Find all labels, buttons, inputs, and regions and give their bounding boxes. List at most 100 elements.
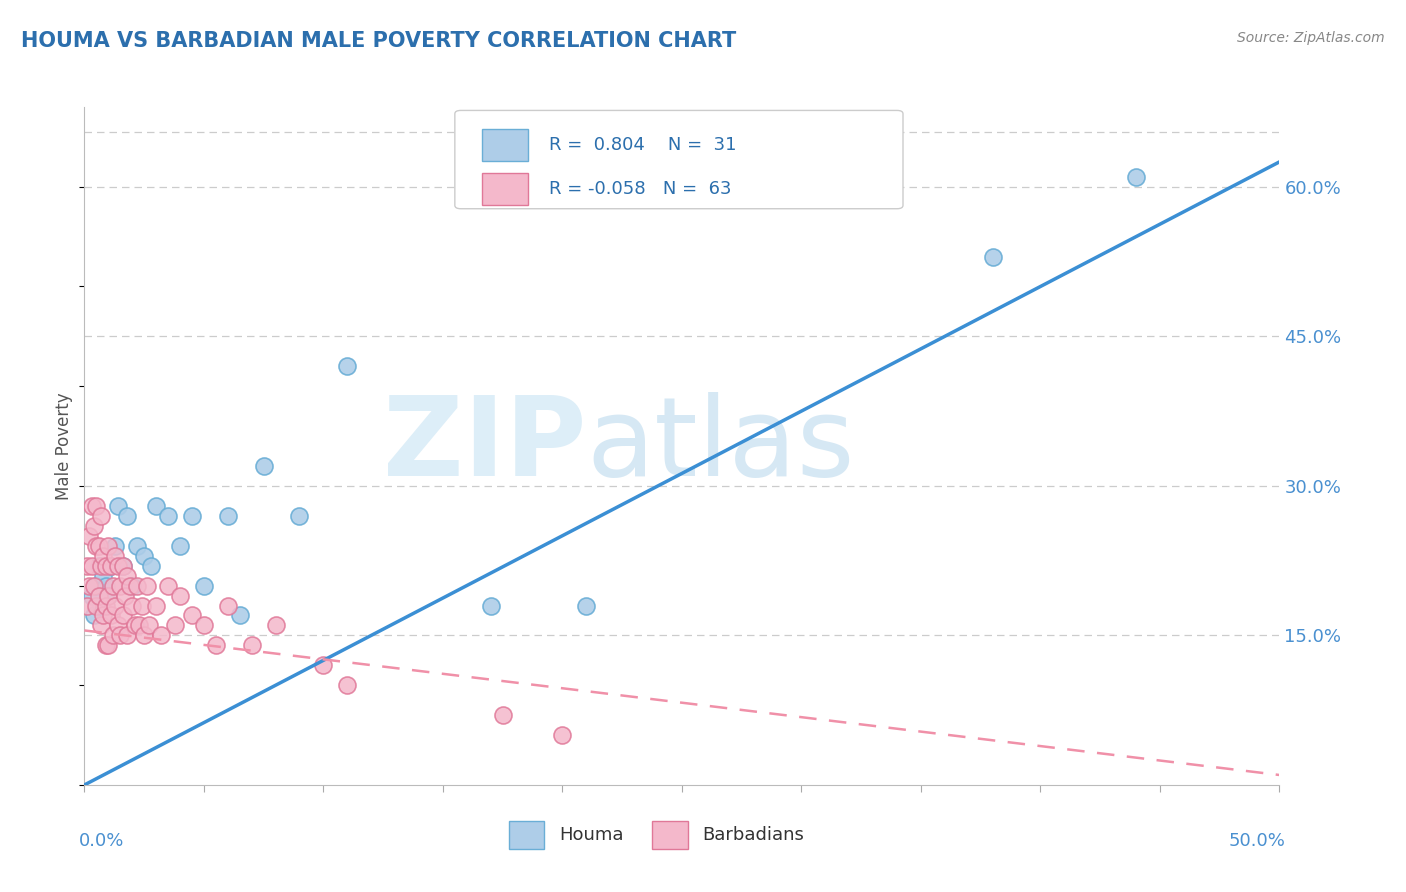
Point xyxy=(107,558,129,573)
Point xyxy=(87,589,110,603)
Point xyxy=(492,708,515,723)
Point xyxy=(77,578,100,592)
Point xyxy=(97,639,120,653)
Point xyxy=(125,539,148,553)
Point xyxy=(83,518,105,533)
Point xyxy=(111,558,134,573)
Point xyxy=(125,578,148,592)
Text: R = -0.058   N =  63: R = -0.058 N = 63 xyxy=(550,180,731,198)
Point xyxy=(97,589,120,603)
Point xyxy=(138,618,160,632)
Text: 50.0%: 50.0% xyxy=(1229,832,1285,850)
Point xyxy=(86,499,108,513)
Point xyxy=(253,458,276,473)
Point xyxy=(90,508,112,523)
Point xyxy=(101,578,124,592)
Point xyxy=(104,599,127,613)
Point xyxy=(93,608,115,623)
FancyBboxPatch shape xyxy=(456,111,903,209)
FancyBboxPatch shape xyxy=(652,821,688,849)
Point xyxy=(193,618,215,632)
Point xyxy=(94,578,117,592)
Point xyxy=(131,599,153,613)
Point xyxy=(1125,169,1147,184)
Point xyxy=(100,558,122,573)
Point xyxy=(157,578,180,592)
Point xyxy=(181,508,204,523)
Point xyxy=(77,529,100,543)
Point xyxy=(104,549,127,563)
Point xyxy=(100,608,122,623)
Point xyxy=(114,589,136,603)
Point xyxy=(93,549,115,563)
Point xyxy=(90,558,112,573)
Point xyxy=(111,558,134,573)
FancyBboxPatch shape xyxy=(509,821,544,849)
Text: Barbadians: Barbadians xyxy=(702,826,804,844)
Point xyxy=(80,499,103,513)
Point xyxy=(93,568,115,582)
Point xyxy=(217,508,239,523)
Point xyxy=(479,599,502,613)
Point xyxy=(86,599,108,613)
Point xyxy=(121,578,143,592)
Point xyxy=(169,589,191,603)
Point xyxy=(205,639,228,653)
Text: R =  0.804    N =  31: R = 0.804 N = 31 xyxy=(550,136,737,154)
Text: atlas: atlas xyxy=(586,392,855,500)
Point xyxy=(86,578,108,592)
Point xyxy=(83,608,105,623)
Point xyxy=(118,578,141,592)
Text: Houma: Houma xyxy=(558,826,623,844)
Point xyxy=(193,578,215,592)
Point xyxy=(97,589,120,603)
Point xyxy=(76,558,98,573)
Point xyxy=(229,608,252,623)
Text: 0.0%: 0.0% xyxy=(79,832,124,850)
Point xyxy=(87,558,110,573)
Point xyxy=(110,628,132,642)
Point xyxy=(132,549,156,563)
Point xyxy=(87,539,110,553)
Point xyxy=(76,599,98,613)
Point xyxy=(128,618,150,632)
Point xyxy=(288,508,311,523)
Point xyxy=(90,618,112,632)
Point xyxy=(336,359,359,374)
Point xyxy=(107,499,129,513)
Point xyxy=(169,539,191,553)
Point xyxy=(575,599,598,613)
Point xyxy=(121,599,143,613)
Point xyxy=(110,578,132,592)
Point xyxy=(240,639,263,653)
Point xyxy=(94,599,117,613)
Point xyxy=(107,618,129,632)
Point xyxy=(149,628,172,642)
Point xyxy=(145,499,167,513)
Point xyxy=(981,250,1004,264)
Point xyxy=(80,589,103,603)
Point xyxy=(117,628,139,642)
Point xyxy=(94,558,117,573)
Point xyxy=(100,558,122,573)
Point xyxy=(312,658,335,673)
Text: Source: ZipAtlas.com: Source: ZipAtlas.com xyxy=(1237,31,1385,45)
Point xyxy=(145,599,167,613)
Point xyxy=(336,678,359,692)
FancyBboxPatch shape xyxy=(482,173,527,205)
Point xyxy=(94,639,117,653)
Point xyxy=(157,508,180,523)
Point xyxy=(141,558,163,573)
Point xyxy=(165,618,187,632)
Point xyxy=(80,558,103,573)
Point xyxy=(117,568,139,582)
Text: HOUMA VS BARBADIAN MALE POVERTY CORRELATION CHART: HOUMA VS BARBADIAN MALE POVERTY CORRELAT… xyxy=(21,31,737,51)
Point xyxy=(217,599,239,613)
Y-axis label: Male Poverty: Male Poverty xyxy=(55,392,73,500)
Point xyxy=(264,618,287,632)
Point xyxy=(111,608,134,623)
Point xyxy=(181,608,204,623)
Point xyxy=(83,578,105,592)
Point xyxy=(135,578,157,592)
Point xyxy=(90,599,112,613)
